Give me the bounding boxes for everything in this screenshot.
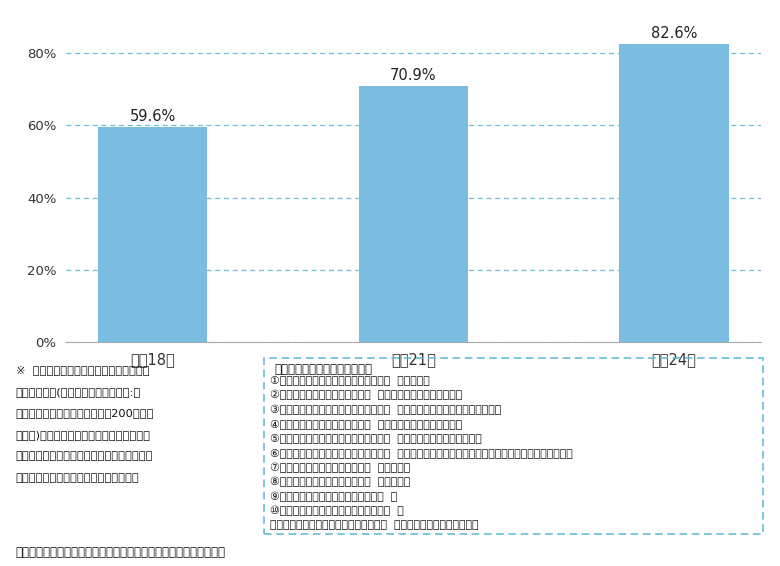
Bar [98, 127, 207, 342]
Text: ⑦警察本部、警察署等　・・・・  全ての施設: ⑦警察本部、警察署等 ・・・・ 全ての施設 [271, 462, 410, 473]
Text: ⑥診療施設・・・・・・・・・・・・・  地域防災計画に医療救護施設として位置づけられている施設: ⑥診療施設・・・・・・・・・・・・・ 地域防災計画に医療救護施設として位置づけら… [271, 448, 573, 458]
Text: ※  地方公共団体が所有又は、管理してい: ※ 地方公共団体が所有又は、管理してい [16, 365, 149, 375]
Text: 木造の２階建以上又は延床面積200㎡超の: 木造の２階建以上又は延床面積200㎡超の [16, 408, 154, 418]
Text: ①社会福祉施設・・・・・・・・・・・  全ての施設: ①社会福祉施設・・・・・・・・・・・ 全ての施設 [271, 375, 430, 385]
Text: ⑪その他・・・・・・・・・・・・・・  避難場所に指定している施設: ⑪その他・・・・・・・・・・・・・・ 避難場所に指定している施設 [271, 520, 479, 530]
Text: ④県民会館・公民館等・・・・・  避難場所に指定している施設: ④県民会館・公民館等・・・・・ 避難場所に指定している施設 [271, 419, 463, 429]
Text: ⑤体育館・・・・・・・・・・・・・・  避難場所に指定している施設: ⑤体育館・・・・・・・・・・・・・・ 避難場所に指定している施設 [271, 434, 482, 443]
Text: ＜防災拠点となる施設の範囲＞: ＜防災拠点となる施設の範囲＞ [274, 363, 372, 376]
Bar [619, 44, 729, 342]
Text: るに当たり拠点（防災拠点）となる施設を右: るに当たり拠点（防災拠点）となる施設を右 [16, 451, 153, 461]
Text: 建築物)全体のうち、災害応急対策を実施す: 建築物)全体のうち、災害応急対策を実施す [16, 430, 151, 440]
Bar [359, 86, 468, 342]
Text: 82.6%: 82.6% [651, 26, 697, 41]
Text: ⑨公営住宅等・・・・・・・・・・・  無: ⑨公営住宅等・・・・・・・・・・・ 無 [271, 491, 398, 501]
Text: る公共施設等(公共用及び公用の建物:非: る公共施設等(公共用及び公用の建物:非 [16, 387, 141, 397]
Text: 70.9%: 70.9% [390, 68, 437, 83]
Text: ③庁舎・・・・・・・・・・・・・・・  災害応急対策の実施拠点となる施設: ③庁舎・・・・・・・・・・・・・・・ 災害応急対策の実施拠点となる施設 [271, 404, 502, 415]
Text: 59.6%: 59.6% [129, 109, 176, 124]
Text: 出典：消防庁「消防防災・震災対策現況調査」をもとに内閣府作成: 出典：消防庁「消防防災・震災対策現況調査」をもとに内閣府作成 [16, 546, 225, 559]
Text: ⑧消防本部、消防署所　・・・・  全ての施設: ⑧消防本部、消防署所 ・・・・ 全ての施設 [271, 477, 410, 487]
Text: ②文教施設（校舎、体育館）・・  避難場所に指定している施設: ②文教施設（校舎、体育館）・・ 避難場所に指定している施設 [271, 390, 463, 400]
Text: ⑩職員公舎・・・・・・・・・・・・・  無: ⑩職員公舎・・・・・・・・・・・・・ 無 [271, 506, 404, 516]
Text: 記の基準に基づき抜出し、集計・分析。: 記の基準に基づき抜出し、集計・分析。 [16, 473, 140, 483]
